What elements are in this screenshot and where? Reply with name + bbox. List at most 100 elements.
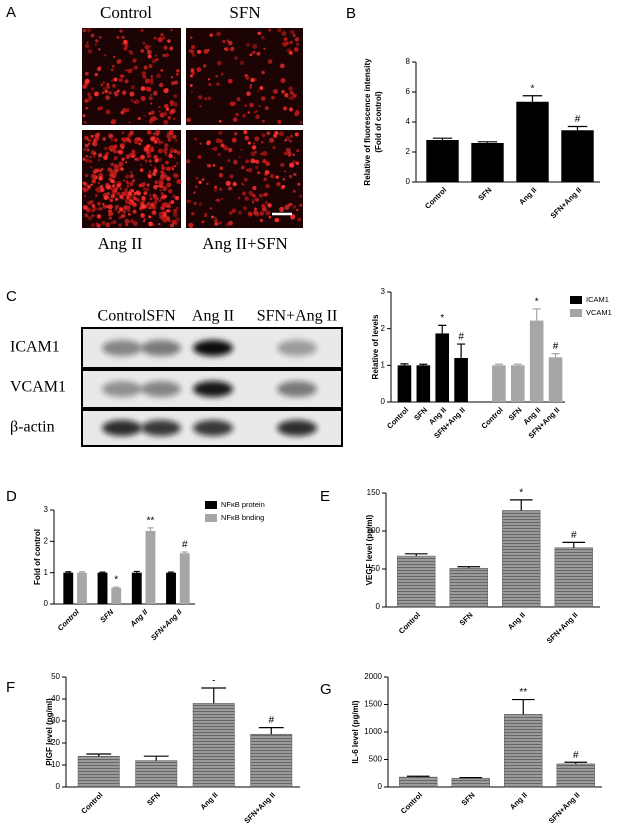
error-bar [86,753,112,757]
cell [207,78,211,81]
cell [130,171,133,174]
cell [124,187,129,192]
cell [288,154,291,158]
y-tick-label: 0 [44,599,49,608]
cell [186,117,191,123]
cell [91,204,96,208]
cell [243,177,248,182]
cell [147,174,152,179]
cell [153,140,158,144]
cell [259,210,265,216]
cell [257,31,261,35]
cell [84,71,89,76]
cell [133,209,136,213]
annotation: - [212,676,215,687]
bar [554,547,593,608]
protein-label: VCAM1 [10,379,66,396]
cell [158,157,163,162]
cell [157,148,163,154]
cell [253,207,257,211]
cell [151,223,155,226]
cell [155,54,158,57]
cell [295,161,300,165]
cell [121,157,125,161]
bar [397,365,412,402]
bar [502,510,541,608]
cell [293,190,296,193]
cell [289,139,293,143]
cell [285,136,291,142]
cell [93,91,99,97]
cell [245,75,250,80]
y-tick-label: 2 [44,536,49,545]
y-tick-label: 150 [367,488,381,497]
cell [176,162,179,165]
error-bar [477,141,498,143]
cell [242,205,248,211]
y-tick-label: 40 [51,694,60,703]
bar [510,365,525,402]
cell [155,117,159,120]
cell [204,97,208,101]
cell [189,84,193,87]
error-bar [551,353,560,358]
cell [118,223,123,228]
cell [149,45,152,48]
cell [292,34,296,37]
cell [86,27,92,33]
cell [297,217,302,222]
cell [84,173,89,178]
y-tick-label: 50 [51,672,60,681]
cell [131,202,137,208]
cell [195,185,198,188]
cell [84,143,89,148]
panel-label: D [6,488,17,505]
legend-label: NFκB bnding [221,513,264,522]
cell [95,187,100,192]
cell [116,191,121,196]
cell [231,208,237,213]
cell [162,185,168,192]
cell [299,203,303,207]
cell [158,199,162,203]
cell [173,117,176,120]
cell [106,85,111,89]
cell [224,47,229,52]
cell [268,215,272,219]
cell [101,220,106,226]
cell [245,159,250,164]
cell [189,74,194,78]
cell [97,181,101,185]
panel-label: B [346,5,356,22]
cell [109,198,114,203]
cell [281,31,287,36]
cell [83,182,88,187]
cell [199,142,202,145]
cell [217,153,221,157]
error-bar [438,324,447,334]
cell [267,203,272,208]
y-tick-label: 0 [376,602,381,611]
cell [161,164,164,167]
cell [98,153,103,158]
cell [283,106,288,111]
cell [281,89,286,94]
cell [96,67,102,72]
cell [148,215,152,219]
cell [170,103,173,107]
cell [151,58,156,64]
cell [92,168,98,174]
cell [260,35,265,40]
cell [124,79,129,84]
cell [96,214,102,219]
cell [87,98,91,102]
cell [232,117,238,122]
cell [215,198,219,202]
cell [148,170,151,173]
cell [237,196,241,200]
legend-swatch [570,296,582,304]
error-bar [457,566,481,569]
bar [492,365,506,402]
cell [254,136,260,142]
cell [166,134,171,139]
